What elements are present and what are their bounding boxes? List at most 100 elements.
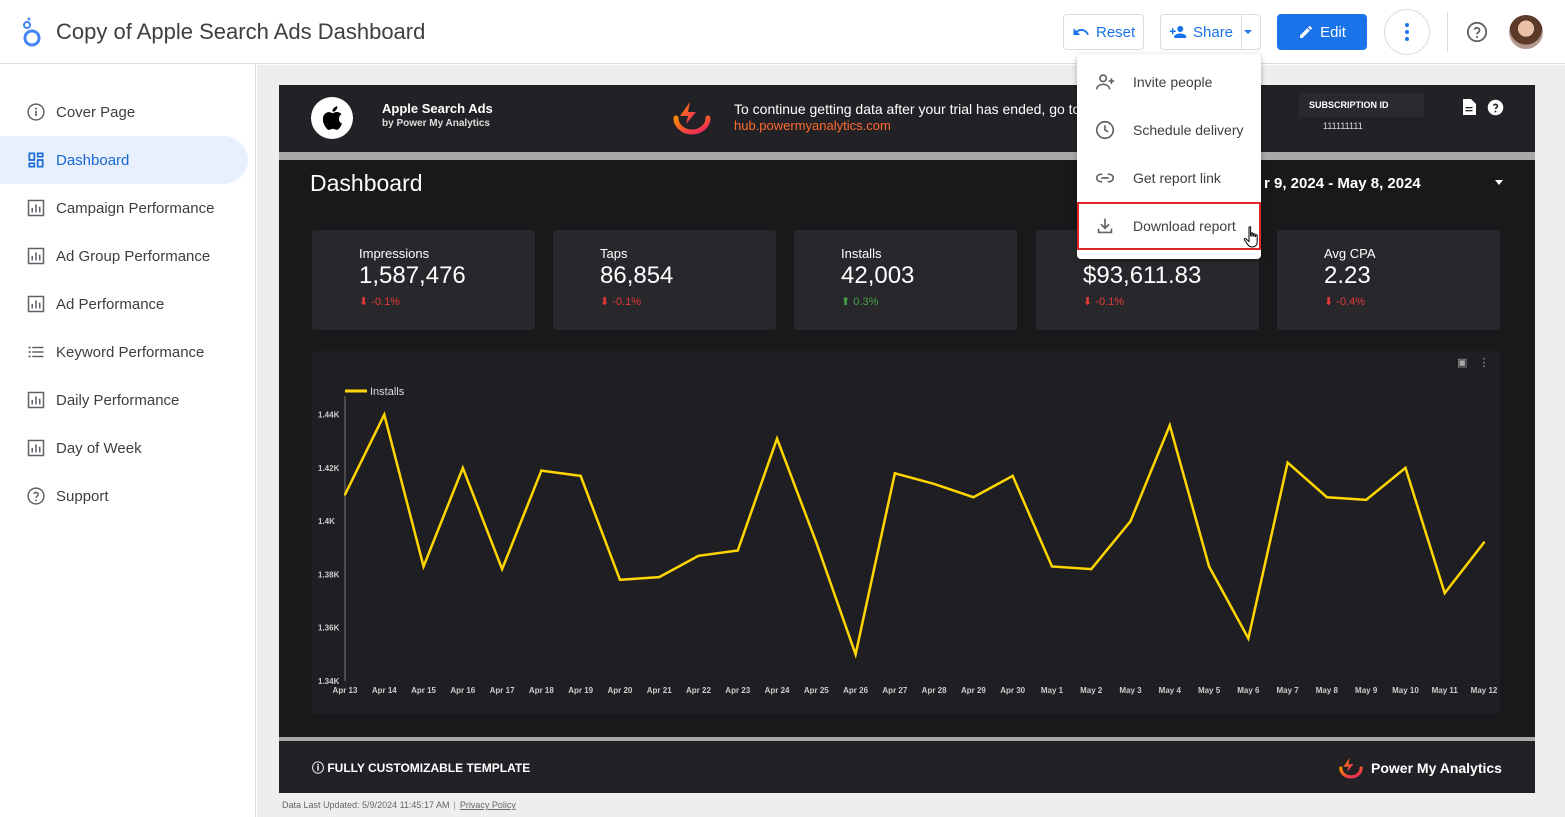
page-navigation: Cover Page Dashboard Campaign Performanc… [0, 64, 256, 817]
nav-ad-performance[interactable]: Ad Performance [0, 280, 248, 328]
data-point [893, 472, 897, 475]
nav-label: Campaign Performance [56, 199, 215, 217]
kpi-label: Taps [600, 246, 628, 261]
data-point [697, 554, 700, 558]
data-point [579, 474, 582, 478]
nav-label: Cover Page [56, 103, 136, 121]
x-tick-label: May 10 [1392, 686, 1419, 695]
date-range-selector[interactable]: r 9, 2024 - May 8, 2024 [1264, 175, 1421, 192]
x-tick-label: May 11 [1432, 686, 1459, 695]
x-tick-label: May 5 [1198, 686, 1221, 695]
header-divider [279, 152, 1535, 160]
installs-chart-card[interactable]: 1.34K 1.36K 1.38K 1.4K 1.42K 1.44K Apr 13 Apr 1… [312, 351, 1500, 714]
report-page: Apple Search Ads by Power My Analytics T… [279, 85, 1535, 793]
data-point [618, 578, 622, 581]
kpi-card[interactable]: Installs 42,003 ⬆ 0.3% [794, 230, 1017, 330]
share-button[interactable]: Share [1160, 14, 1242, 50]
edit-button[interactable]: Edit [1277, 14, 1367, 50]
data-point [1482, 541, 1486, 544]
share-options-button[interactable] [1241, 14, 1261, 50]
footer-brand[interactable]: Power My Analytics [1337, 755, 1502, 781]
chart-more-icon[interactable]: ⋮ [1478, 357, 1490, 369]
nav-dashboard[interactable]: Dashboard [0, 136, 248, 184]
x-tick-label: May 9 [1355, 686, 1378, 695]
report-footer: ⓘ FULLY CUSTOMIZABLE TEMPLATE Power My A… [279, 741, 1535, 793]
data-point [1168, 424, 1171, 427]
caret-down-icon [1244, 30, 1252, 34]
reset-button[interactable]: Reset [1063, 14, 1144, 50]
kpi-value: 1,587,476 [359, 262, 466, 289]
data-point [461, 466, 465, 470]
menu-download-report[interactable]: Download report [1077, 202, 1261, 250]
kpi-card[interactable]: Avg CPA 2.23 ⬇ -0.4% [1277, 230, 1500, 330]
help-icon[interactable] [1466, 21, 1488, 43]
bar-chart-icon [25, 293, 47, 315]
kpi-value: 2.23 [1324, 262, 1371, 289]
kpi-change: ⬇ -0.1% [1083, 296, 1125, 308]
undo-icon [1073, 28, 1089, 35]
x-tick-label: Apr 16 [450, 686, 475, 695]
data-point [1129, 519, 1132, 523]
x-tick-label: Apr 23 [725, 686, 750, 695]
document-icon[interactable] [1462, 99, 1476, 115]
footer-divider [279, 737, 1535, 741]
x-tick-label: Apr 29 [961, 686, 986, 695]
hand-pointer-cursor-icon [1243, 226, 1258, 248]
nav-label: Daily Performance [56, 391, 180, 409]
y-tick-label: 1.38K [318, 570, 340, 579]
installs-line-chart: 1.34K 1.36K 1.38K 1.4K 1.42K 1.44K Apr 13 Apr 1… [318, 386, 1498, 695]
nav-keyword-performance[interactable]: Keyword Performance [0, 328, 248, 376]
privacy-policy-link[interactable]: Privacy Policy [459, 800, 516, 810]
x-tick-label: Apr 13 [333, 686, 358, 695]
subscription-label: SUBSCRIPTION ID [1309, 100, 1389, 110]
help-circle-icon [25, 485, 47, 507]
kpi-card[interactable]: Taps 86,854 ⬇ -0.1% [553, 230, 776, 330]
x-tick-label: Apr 17 [490, 686, 515, 695]
question-icon[interactable] [1487, 99, 1504, 116]
kpi-label: Impressions [359, 246, 430, 261]
nav-daily-performance[interactable]: Daily Performance [0, 376, 248, 424]
kpi-change: ⬇ -0.1% [359, 296, 401, 308]
y-tick-label: 1.36K [318, 624, 340, 633]
trial-link[interactable]: hub.powermyanalytics.com [734, 118, 891, 133]
data-point [932, 482, 936, 486]
dashboard-icon [25, 149, 47, 171]
clock-icon [1094, 119, 1116, 141]
nav-cover-page[interactable]: Cover Page [0, 88, 248, 136]
menu-schedule-delivery[interactable]: Schedule delivery [1077, 106, 1261, 154]
data-point [500, 567, 504, 571]
kpi-change: ⬇ -0.4% [1324, 296, 1366, 308]
x-tick-label: Apr 20 [607, 686, 632, 695]
nav-campaign-performance[interactable]: Campaign Performance [0, 184, 248, 232]
menu-get-report-link[interactable]: Get report link [1077, 154, 1261, 202]
x-tick-label: Apr 19 [568, 686, 593, 695]
kpi-card[interactable]: Impressions 1,587,476 ⬇ -0.1% [312, 230, 535, 330]
data-point [540, 469, 543, 472]
nav-day-of-week[interactable]: Day of Week [0, 424, 248, 472]
apple-logo-icon [311, 97, 353, 139]
brand-subtitle: by Power My Analytics [382, 118, 490, 129]
report-title[interactable]: Copy of Apple Search Ads Dashboard [56, 19, 426, 44]
data-point [422, 565, 425, 568]
brand-name: Apple Search Ads [382, 101, 493, 116]
x-tick-label: Apr 30 [1000, 686, 1025, 695]
report-header: Apple Search Ads by Power My Analytics T… [279, 85, 1535, 152]
data-point [343, 493, 347, 496]
power-my-analytics-logo-icon [673, 102, 711, 135]
data-point [972, 496, 975, 499]
nav-ad-group-performance[interactable]: Ad Group Performance [0, 232, 248, 280]
x-tick-label: Apr 22 [686, 686, 711, 695]
nav-label: Day of Week [56, 439, 142, 457]
bar-chart-icon [25, 437, 47, 459]
more-options-button[interactable] [1384, 9, 1430, 55]
x-tick-label: May 7 [1277, 686, 1300, 695]
data-point [383, 413, 386, 416]
user-avatar[interactable] [1509, 15, 1543, 49]
data-point [1404, 466, 1407, 470]
nav-support[interactable]: Support [0, 472, 248, 520]
x-tick-label: Apr 14 [372, 686, 397, 695]
chart-explore-icon[interactable]: ▣ [1457, 357, 1468, 369]
menu-invite-people[interactable]: Invite people [1077, 58, 1261, 106]
data-point [1364, 498, 1368, 502]
date-dropdown-caret-icon[interactable] [1495, 180, 1503, 185]
